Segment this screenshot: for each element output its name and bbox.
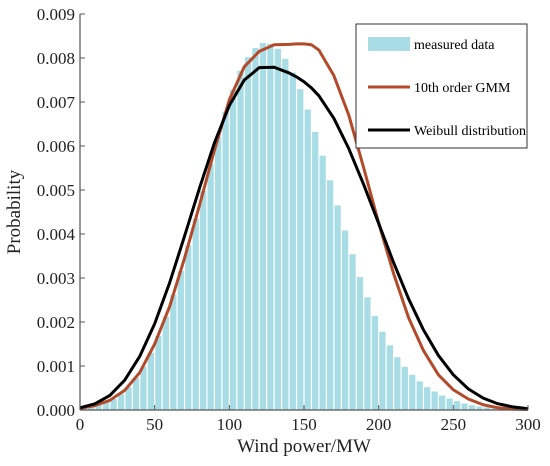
- histogram-bar: [446, 398, 453, 410]
- legend-label: measured data: [414, 38, 495, 53]
- histogram-bar: [401, 366, 408, 410]
- histogram-bar: [491, 408, 498, 410]
- y-tick-label: 0.000: [37, 401, 75, 420]
- histogram-bar: [80, 408, 87, 410]
- histogram-bar: [386, 345, 393, 410]
- x-tick-label: 0: [76, 415, 85, 434]
- histogram-bar: [341, 230, 349, 410]
- histogram-bar: [304, 109, 311, 410]
- histogram-bar: [282, 58, 289, 410]
- histogram-bar: [192, 218, 199, 410]
- histogram-bar: [416, 381, 423, 410]
- x-axis-label: Wind power/MW: [237, 436, 371, 457]
- y-tick-label: 0.004: [37, 225, 76, 244]
- histogram-bar: [222, 111, 229, 411]
- histogram-bar: [103, 402, 110, 410]
- y-axis-ticks: 0.000 0.001 0.002 0.003 0.004 0.005 0.006 0.007…: [37, 5, 85, 420]
- legend: measured data 10th order GMM Weibull distr…: [355, 23, 528, 149]
- series-line: [79, 65, 529, 411]
- x-axis-ticks: 0 50 100 150 200 250 300: [76, 405, 541, 434]
- histogram-bar: [88, 407, 95, 410]
- histogram-bar: [312, 131, 319, 411]
- histogram-bar: [453, 401, 461, 410]
- histogram-bar: [177, 270, 184, 410]
- histogram-bar: [237, 70, 244, 410]
- histogram-bar: [252, 47, 259, 410]
- histogram-bar: [289, 72, 296, 411]
- histogram-bar: [229, 89, 237, 411]
- histogram-bar: [476, 406, 483, 410]
- legend-swatch: [368, 37, 410, 51]
- histogram-bar: [147, 352, 155, 410]
- histogram-bar: [319, 155, 326, 410]
- x-tick-label: 50: [146, 415, 163, 434]
- histogram-bar: [267, 43, 274, 411]
- histogram-bar: [439, 395, 446, 410]
- y-tick-label: 0.009: [37, 5, 75, 24]
- histogram-bar: [327, 180, 334, 410]
- histogram-bar: [371, 315, 379, 410]
- histogram-bar: [200, 190, 207, 410]
- y-tick-label: 0.006: [37, 137, 75, 156]
- x-tick-label: 200: [366, 415, 392, 434]
- y-tick-label: 0.008: [37, 49, 75, 68]
- series-line: [79, 42, 529, 412]
- histogram-bar: [394, 357, 401, 410]
- histogram-bar: [170, 294, 177, 410]
- histogram-bar: [468, 405, 476, 410]
- y-axis-label: Probability: [4, 169, 25, 254]
- distribution-lines: [79, 42, 529, 412]
- y-tick-label: 0.001: [37, 357, 75, 376]
- histogram-bar: [364, 297, 371, 410]
- histogram-bar: [132, 378, 140, 410]
- legend-label: 10th order GMM: [414, 81, 511, 96]
- histogram-bar: [207, 163, 214, 410]
- x-tick-label: 250: [441, 415, 467, 434]
- histogram-bar: [215, 136, 222, 410]
- histogram-bars: [80, 43, 528, 411]
- histogram-bar: [162, 316, 169, 410]
- x-tick-label: 150: [291, 415, 317, 434]
- histogram-bar: [110, 399, 117, 410]
- histogram-bar: [244, 57, 252, 411]
- histogram-bar: [483, 407, 491, 410]
- histogram-bar: [297, 89, 304, 411]
- x-tick-label: 300: [515, 415, 541, 434]
- y-tick-label: 0.003: [37, 269, 75, 288]
- histogram-bar: [117, 393, 125, 410]
- histogram-bar: [334, 205, 341, 410]
- histogram-bar: [461, 403, 468, 410]
- histogram-bar: [274, 48, 281, 410]
- histogram-bar: [155, 336, 162, 410]
- histogram-bar: [379, 331, 386, 410]
- y-tick-label: 0.005: [37, 181, 75, 200]
- histogram-bar: [356, 277, 364, 410]
- y-tick-label: 0.002: [37, 313, 75, 332]
- histogram-bar: [424, 387, 431, 410]
- histogram-bar: [431, 391, 438, 410]
- legend-label: Weibull distribution: [414, 124, 526, 139]
- histogram-bar: [95, 405, 102, 410]
- y-tick-label: 0.007: [37, 93, 76, 112]
- histogram-bar: [259, 43, 267, 410]
- x-tick-label: 100: [217, 415, 243, 434]
- histogram-bar: [125, 387, 132, 410]
- histogram-bar: [185, 245, 192, 410]
- histogram-bar: [349, 254, 356, 410]
- histogram-bar: [409, 374, 416, 410]
- histogram-bar: [140, 366, 147, 410]
